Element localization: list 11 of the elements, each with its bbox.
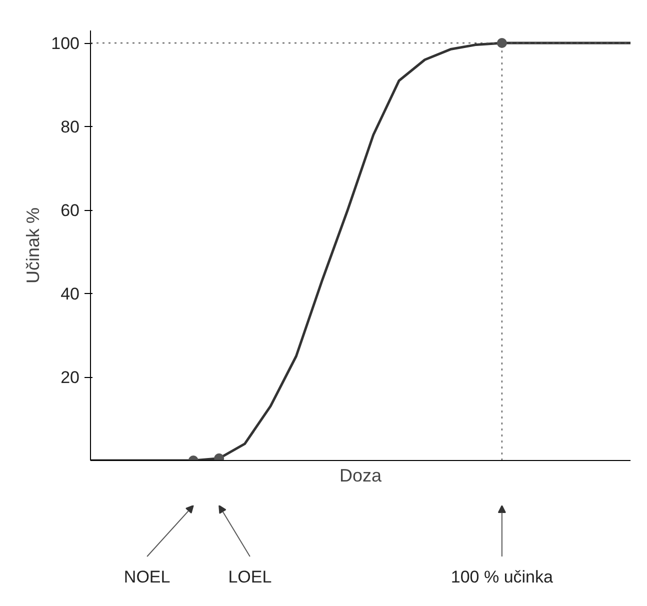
text: 100 % učinka: [450, 567, 554, 586]
x-axis-title: Doza: [339, 466, 382, 486]
y-tick-label: 40: [60, 284, 80, 304]
y-axis-title: Učinak %: [23, 207, 44, 284]
text: LOEL: [228, 567, 272, 586]
y-tick-label: 60: [60, 201, 80, 220]
y-tick-label: 80: [60, 118, 80, 137]
point: [496, 38, 507, 48]
text: NOEL: [124, 567, 170, 586]
y-tick-label: 100: [51, 34, 80, 54]
y-tick-label: 20: [60, 368, 80, 388]
